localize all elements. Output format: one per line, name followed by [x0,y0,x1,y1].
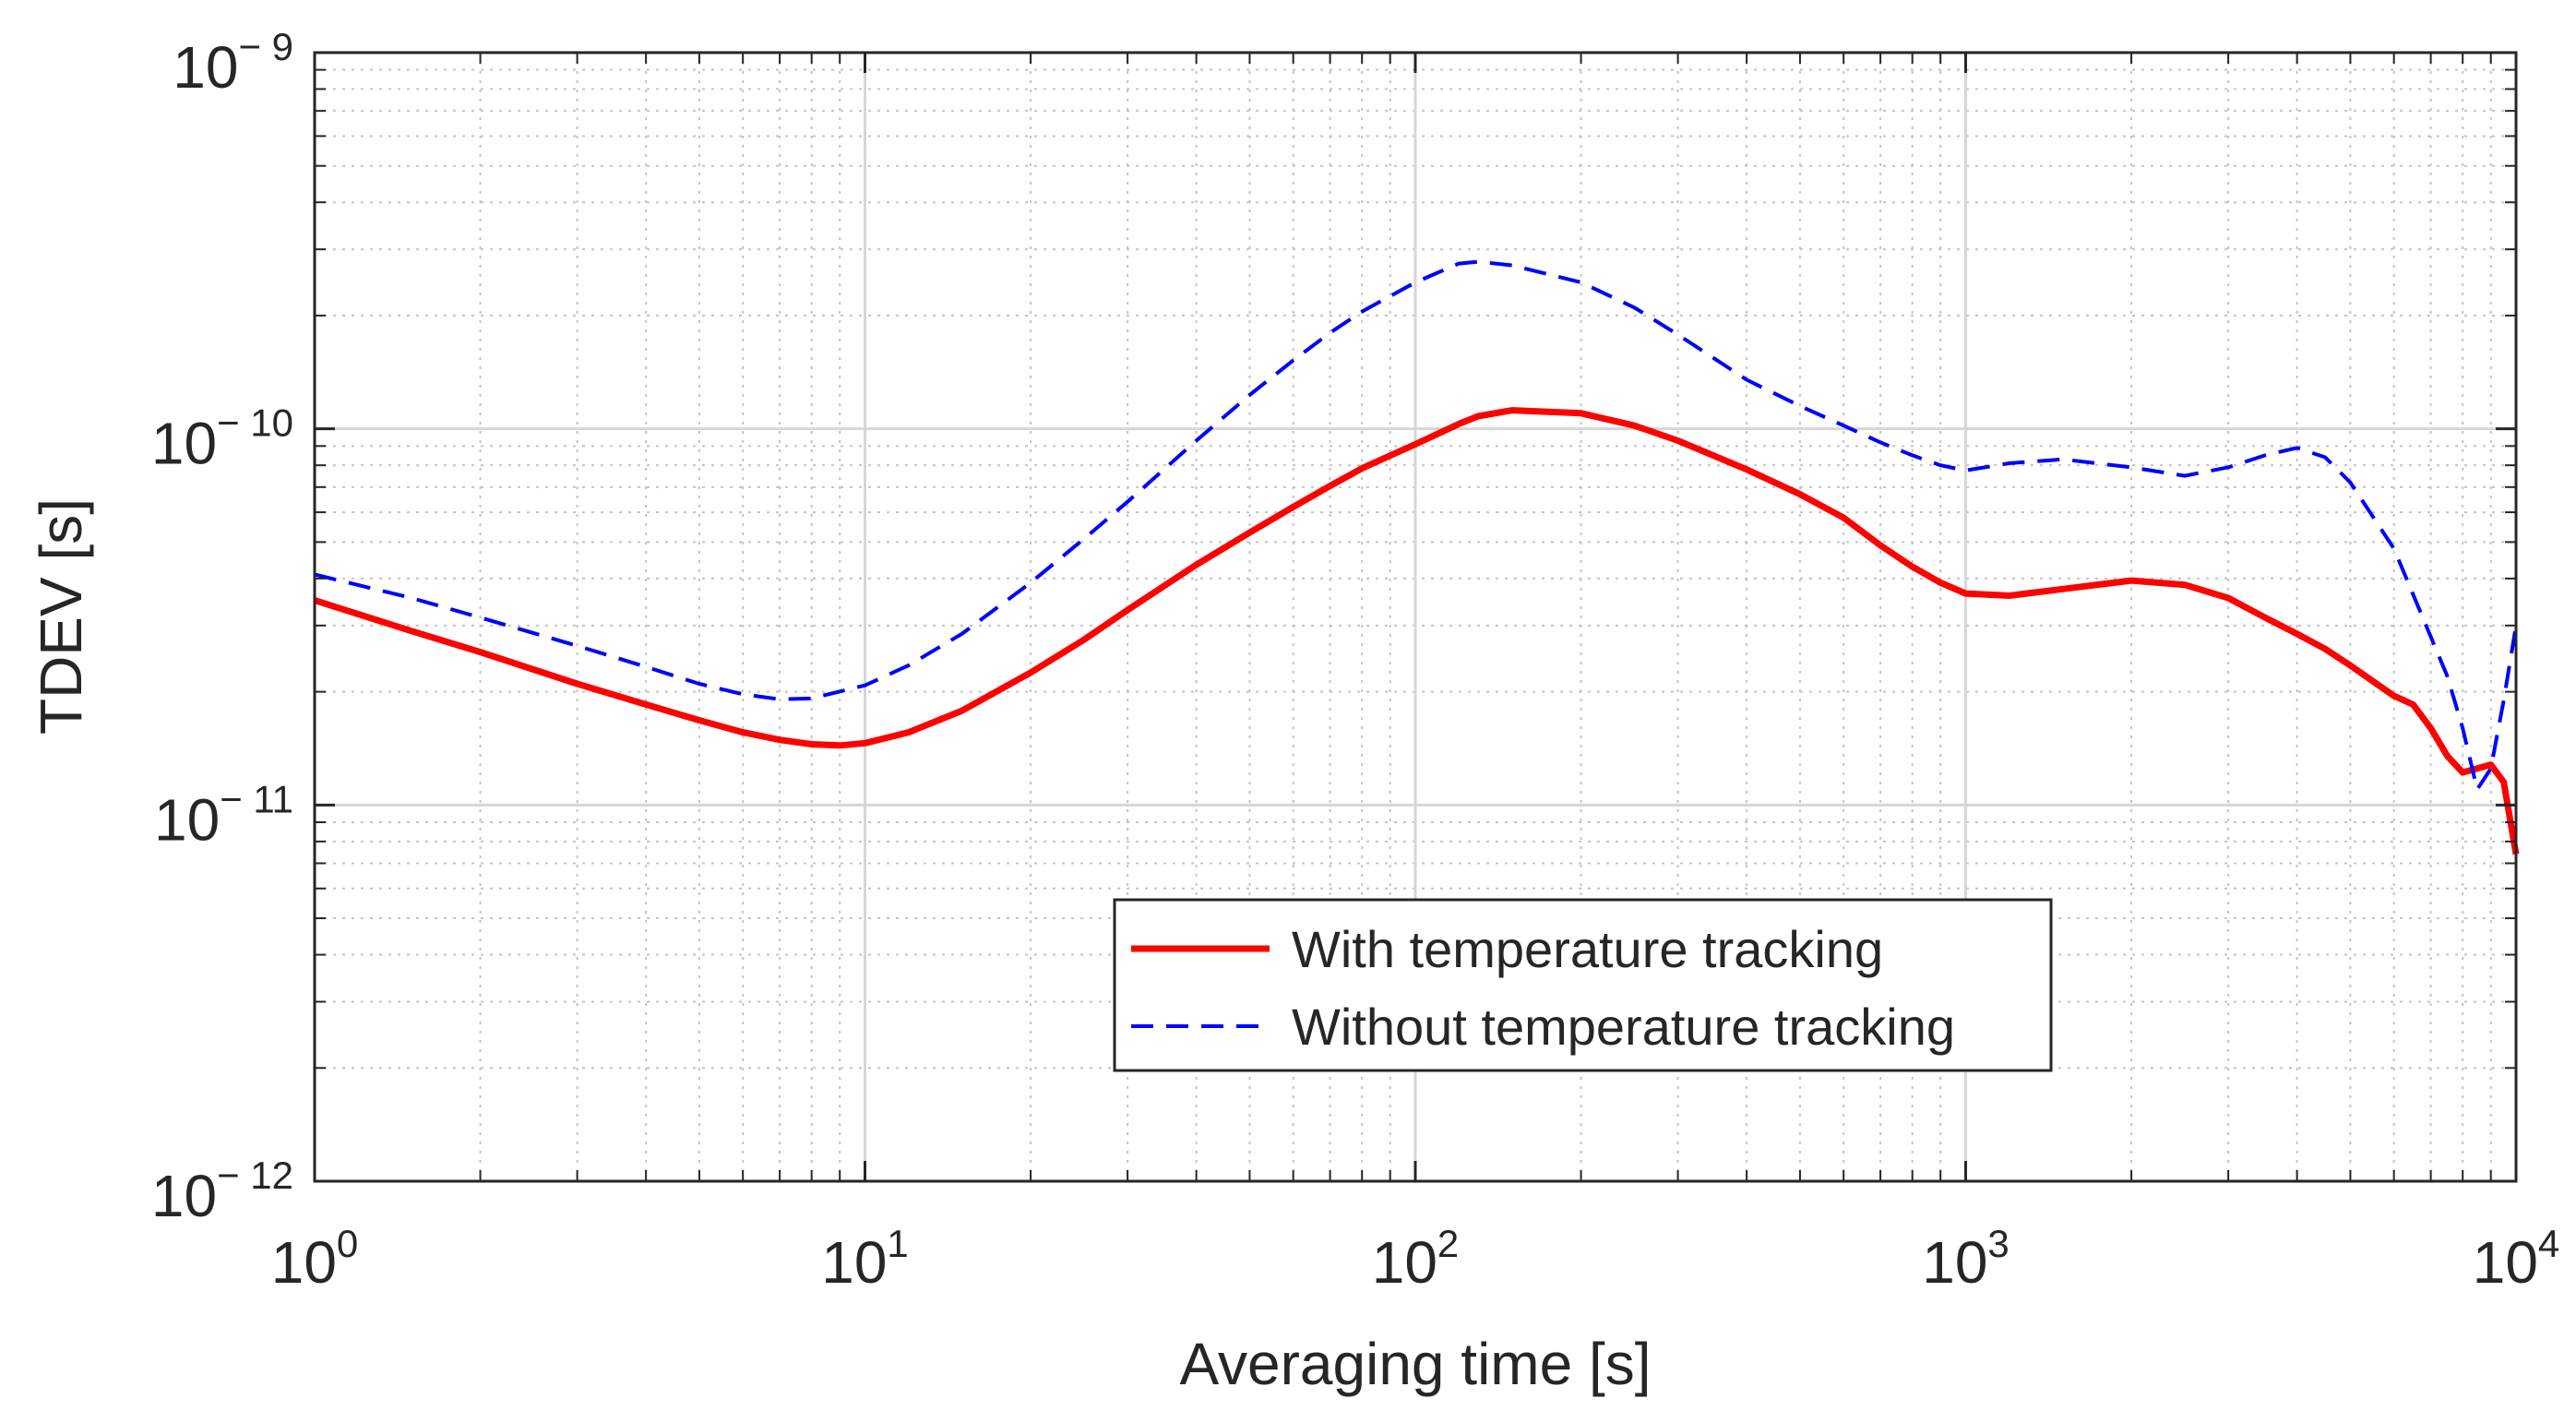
y-tick-label: 10− 12 [151,1154,293,1229]
x-tick-label: 100 [271,1222,359,1296]
x-axis-label: Averaging time [s] [1179,1331,1651,1397]
x-tick-label: 101 [821,1222,909,1296]
y-tick-label: 10− 9 [173,25,293,101]
legend-label-with-tracking: With temperature tracking [1292,920,1883,978]
y-tick-label: 10− 11 [154,777,293,853]
series-with-temperature-tracking [313,407,2520,855]
legend-label-without-tracking: Without temperature tracking [1292,998,1955,1056]
legend-box [1113,898,2053,1072]
x-tick-label: 103 [1922,1222,2010,1296]
axis-ticks [313,51,2518,1183]
tick-labels: 100 101 102 103 104 10− 12 10− 11 10− 10 10− 9 [151,25,2559,1296]
series-without-temperature-tracking [314,259,2518,792]
y-tick-label: 10− 10 [151,401,293,477]
series-layer [313,259,2520,855]
x-tick-label: 104 [2473,1222,2560,1296]
legend: With temperature tracking Without temper… [1113,898,2053,1072]
x-tick-label: 102 [1372,1222,1460,1296]
y-axis-label: TDEV [s] [28,498,94,735]
